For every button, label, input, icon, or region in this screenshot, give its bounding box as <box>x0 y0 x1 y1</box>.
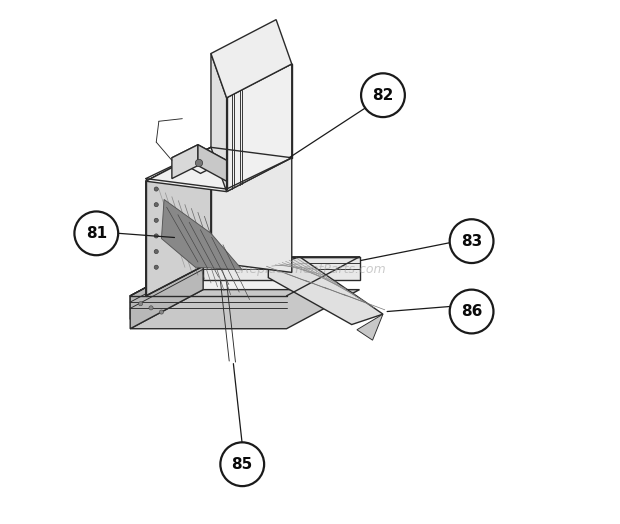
Polygon shape <box>357 314 383 340</box>
Circle shape <box>154 218 158 222</box>
Polygon shape <box>146 147 292 192</box>
Circle shape <box>154 265 158 269</box>
Polygon shape <box>130 290 360 329</box>
Circle shape <box>154 203 158 207</box>
Polygon shape <box>172 145 226 173</box>
Text: 83: 83 <box>461 234 482 249</box>
Text: eReplacementParts.com: eReplacementParts.com <box>234 264 386 276</box>
Polygon shape <box>226 64 292 192</box>
Polygon shape <box>130 257 203 329</box>
Polygon shape <box>130 257 203 319</box>
Polygon shape <box>198 145 226 181</box>
Circle shape <box>450 219 494 263</box>
Polygon shape <box>161 200 242 270</box>
Circle shape <box>361 73 405 117</box>
Circle shape <box>74 212 118 255</box>
Text: 86: 86 <box>461 304 482 319</box>
Polygon shape <box>211 147 292 272</box>
Text: 85: 85 <box>232 457 253 472</box>
Circle shape <box>195 159 203 167</box>
Circle shape <box>159 310 164 314</box>
Polygon shape <box>211 19 292 98</box>
Polygon shape <box>172 145 198 179</box>
Circle shape <box>450 290 494 333</box>
Circle shape <box>154 234 158 238</box>
Polygon shape <box>268 257 383 324</box>
Polygon shape <box>211 53 226 192</box>
Polygon shape <box>203 257 360 280</box>
Polygon shape <box>130 257 360 296</box>
Circle shape <box>149 306 153 310</box>
Polygon shape <box>146 147 211 296</box>
Text: 81: 81 <box>86 226 107 241</box>
Circle shape <box>154 187 158 191</box>
Circle shape <box>220 442 264 486</box>
Text: 82: 82 <box>372 88 394 103</box>
Circle shape <box>138 302 143 306</box>
Circle shape <box>154 249 158 254</box>
Polygon shape <box>146 147 211 296</box>
